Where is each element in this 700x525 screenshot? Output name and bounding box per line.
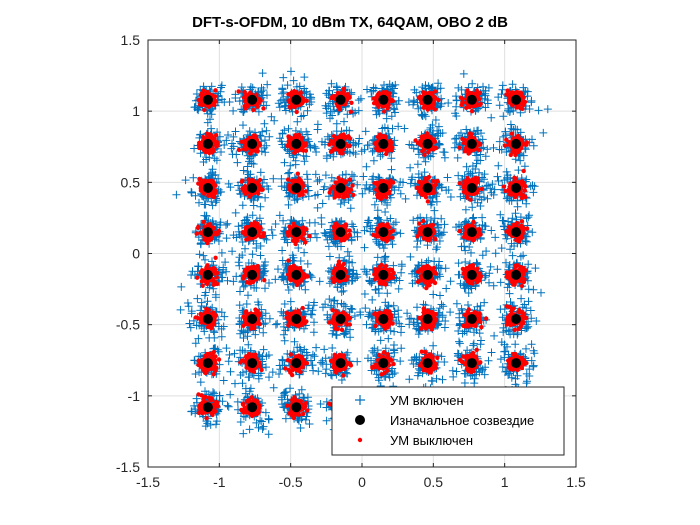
y-tick-label: -1.5 — [116, 459, 140, 475]
ideal-constellation-point — [291, 227, 302, 238]
ideal-constellation-point — [511, 227, 522, 238]
ideal-constellation-point — [247, 183, 258, 194]
ideal-constellation-point — [422, 313, 433, 324]
x-tick-label: 0.5 — [424, 474, 444, 490]
ideal-constellation-point — [202, 313, 213, 324]
ideal-constellation-point — [247, 227, 258, 238]
ideal-constellation-point — [335, 183, 346, 194]
ideal-constellation-point — [291, 269, 302, 280]
ideal-constellation-point — [378, 358, 389, 369]
ideal-constellation-point — [378, 227, 389, 238]
legend-label: УМ включен — [390, 393, 464, 408]
ideal-constellation-point — [202, 358, 213, 369]
ideal-constellation-point — [335, 269, 346, 280]
ideal-constellation-point — [422, 227, 433, 238]
ideal-constellation-point — [335, 138, 346, 149]
ideal-constellation-point — [291, 94, 302, 105]
ideal-constellation-point — [466, 313, 477, 324]
ideal-constellation-point — [466, 269, 477, 280]
x-tick-label: 1.5 — [566, 474, 586, 490]
ideal-constellation-point — [247, 269, 258, 280]
legend-label: Изначальное созвездие — [390, 413, 534, 428]
ideal-constellation-point — [291, 138, 302, 149]
ideal-constellation-point — [511, 138, 522, 149]
ideal-constellation-point — [202, 94, 213, 105]
ideal-constellation-point — [291, 358, 302, 369]
legend-label: УМ выключен — [390, 433, 473, 448]
ideal-constellation-point — [247, 94, 258, 105]
ideal-constellation-point — [291, 313, 302, 324]
legend-entry: УМ включен — [355, 393, 464, 408]
y-tick-label: 0.5 — [121, 174, 141, 190]
x-tick-label: -1.5 — [136, 474, 160, 490]
ideal-constellation-point — [511, 269, 522, 280]
legend-dot-icon — [357, 437, 363, 443]
ideal-constellation-point — [247, 402, 258, 413]
ideal-constellation-point — [378, 313, 389, 324]
ideal-constellation-point — [511, 358, 522, 369]
legend: УМ включен Изначальное созвездие УМ выключ… — [331, 386, 565, 456]
y-tick-label: 1.5 — [121, 32, 141, 48]
ideal-constellation-point — [291, 402, 302, 413]
ideal-constellation-point — [422, 138, 433, 149]
ideal-constellation-point — [247, 358, 258, 369]
ideal-constellation-point — [378, 269, 389, 280]
ideal-constellation-point — [378, 183, 389, 194]
ideal-constellation-point — [335, 313, 346, 324]
ideal-constellation-point — [466, 358, 477, 369]
ideal-constellation-point — [202, 183, 213, 194]
legend-circle-icon — [355, 415, 365, 425]
ideal-constellation-point — [466, 183, 477, 194]
y-tick-label: 0 — [132, 246, 140, 262]
y-tick-label: 1 — [132, 103, 140, 119]
ideal-constellation-point — [422, 358, 433, 369]
x-tick-label: 0 — [358, 474, 366, 490]
ideal-constellation-point — [378, 138, 389, 149]
ideal-constellation-point — [291, 183, 302, 194]
legend-box — [331, 386, 565, 456]
ideal-constellation-point — [202, 138, 213, 149]
ideal-constellation-point — [202, 227, 213, 238]
ideal-constellation-point — [422, 94, 433, 105]
x-tick-label: 1 — [501, 474, 509, 490]
ideal-constellation-point — [335, 94, 346, 105]
ideal-constellation-point — [466, 227, 477, 238]
y-tick-label: -1 — [128, 388, 141, 404]
ideal-constellation-point — [466, 94, 477, 105]
legend-entry: Изначальное созвездие — [355, 413, 534, 428]
axis-ticks: -1.5 -1 -0.5 0 0.5 1 1.5 -1.5 -1 -0.5 0 0.5 1 1.5 — [116, 32, 586, 490]
ideal-constellation-point — [247, 138, 258, 149]
ideal-constellation-point — [422, 269, 433, 280]
legend-entry: УМ выключен — [357, 433, 473, 448]
ideal-constellation-point — [247, 313, 258, 324]
ideal-constellation-point — [378, 94, 389, 105]
ideal-constellation-point — [466, 138, 477, 149]
chart-title: DFT-s-OFDM, 10 dBm TX, 64QAM, OBO 2 dB — [192, 14, 508, 31]
ideal-constellation-point — [511, 94, 522, 105]
y-tick-label: -0.5 — [116, 317, 140, 333]
ideal-constellation-point — [422, 183, 433, 194]
ideal-constellation-point — [511, 183, 522, 194]
ideal-constellation-point — [202, 269, 213, 280]
legend-plus-icon — [355, 395, 365, 405]
x-tick-label: -1 — [213, 474, 226, 490]
ideal-constellation-point — [335, 227, 346, 238]
ideal-constellation-point — [202, 402, 213, 413]
ideal-constellation-point — [511, 313, 522, 324]
x-tick-label: -0.5 — [279, 474, 303, 490]
ideal-constellation-point — [335, 358, 346, 369]
